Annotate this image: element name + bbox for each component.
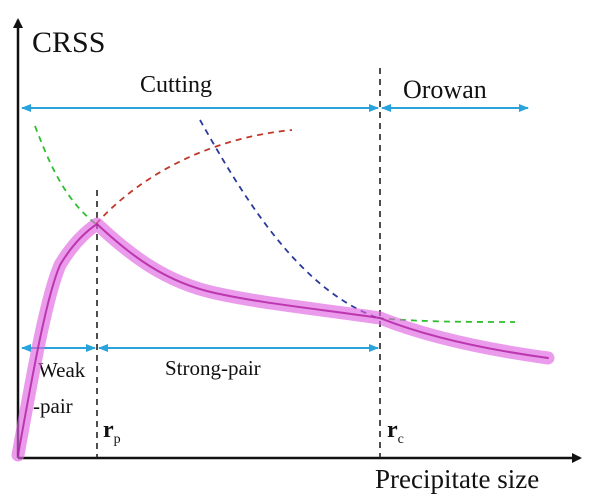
weak-pair-label-line1: Weak [38, 358, 86, 382]
strong-pair-dashed-curve [95, 129, 293, 225]
weak-pair-dashed-curve [34, 125, 97, 225]
orowan-dashed-curve [199, 119, 379, 319]
orowan-label: Orowan [403, 75, 487, 104]
weak-pair-label-line2: -pair [33, 394, 73, 418]
x-axis-label: Precipitate size [375, 464, 539, 494]
crss-envelope-core [17, 223, 549, 456]
cutting-label: Cutting [140, 72, 212, 98]
rc-label: rc [387, 417, 404, 447]
strong-pair-label: Strong-pair [165, 356, 261, 380]
y-axis-label: CRSS [32, 26, 105, 59]
rp-label: rp [103, 417, 121, 447]
